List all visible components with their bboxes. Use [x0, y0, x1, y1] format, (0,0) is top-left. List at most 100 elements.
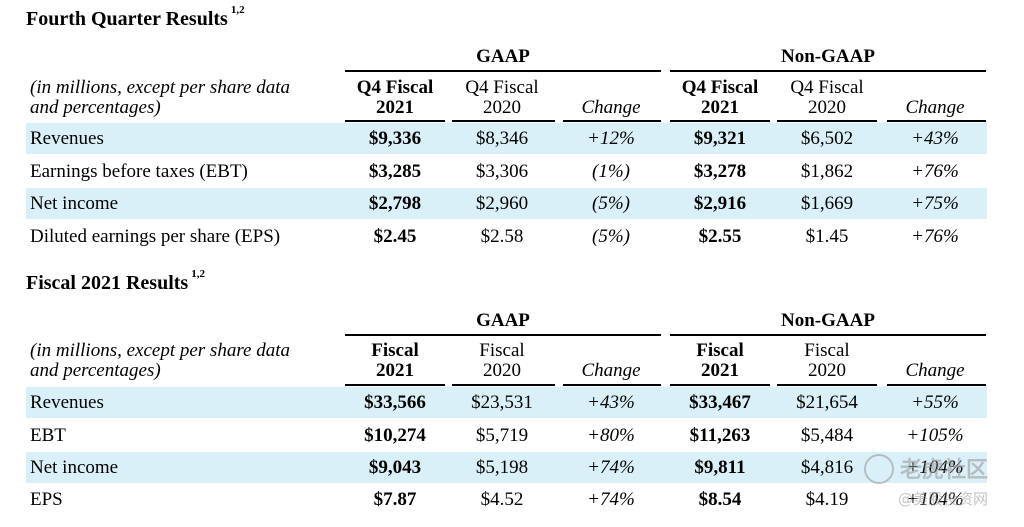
- fy-section-title: Fiscal 2021 Results 1,2: [26, 268, 205, 295]
- fy-col-gaap-prior: Fiscal 2020: [452, 341, 552, 381]
- fy-col-rule: [887, 384, 986, 386]
- q4-nongaap-header: Non-GAAP: [781, 46, 875, 67]
- q4-row-band: [26, 123, 987, 154]
- q4-col-gaap-current-l1: Q4 Fiscal: [356, 77, 434, 98]
- fy-gaap-rule: [345, 334, 661, 336]
- fy-title-footnote: 1,2: [191, 268, 205, 280]
- table-cell: +75%: [911, 193, 959, 214]
- fy-row-band: [26, 452, 987, 483]
- table-cell: +43%: [911, 128, 959, 149]
- q4-col-gaap-current: Q4 Fiscal 2021: [345, 78, 445, 118]
- watermark-logo-icon: [864, 454, 894, 484]
- table-cell: $3,306: [475, 161, 529, 182]
- table-cell: $8.54: [698, 489, 742, 510]
- table-cell: +55%: [911, 392, 959, 413]
- table-cell: $7.87: [373, 489, 417, 510]
- table-cell: +105%: [906, 425, 964, 446]
- table-cell: +74%: [587, 457, 635, 478]
- fy-col-rule: [452, 384, 555, 386]
- table-cell: $2,916: [693, 193, 747, 214]
- table-cell: +43%: [587, 392, 635, 413]
- fy-col-nongaap-change: Change: [905, 360, 965, 381]
- table-row-label: Diluted earnings per share (EPS): [30, 226, 281, 247]
- table-cell: $8,346: [475, 128, 529, 149]
- q4-col-gaap-change: Change: [581, 97, 641, 118]
- fy-col-rule: [345, 384, 445, 386]
- q4-nongaap-rule: [670, 70, 986, 72]
- table-cell: $2.55: [698, 226, 742, 247]
- fy-col-nongaap-current-l2: 2021: [701, 360, 739, 381]
- fy-description-line2: and percentages): [30, 360, 161, 381]
- table-cell: +12%: [587, 128, 635, 149]
- q4-description-line1: (in millions, except per share data: [30, 77, 290, 98]
- table-cell: $4.52: [480, 489, 524, 510]
- q4-col-rule: [345, 120, 445, 122]
- fy-row-band: [26, 387, 987, 418]
- table-cell: +104%: [906, 489, 964, 510]
- q4-col-rule: [887, 120, 986, 122]
- table-row-label: Revenues: [30, 128, 104, 149]
- table-cell: $6,502: [800, 128, 854, 149]
- fy-nongaap-rule: [670, 334, 986, 336]
- table-cell: $4,816: [800, 457, 854, 478]
- table-cell: $2.45: [373, 226, 417, 247]
- q4-col-nongaap-prior-l2: 2020: [808, 97, 846, 118]
- q4-col-nongaap-change: Change: [905, 97, 965, 118]
- table-cell: $33,566: [364, 392, 426, 413]
- watermark-sub-text: @美股投资网: [898, 490, 989, 508]
- table-row-label: EBT: [30, 425, 66, 446]
- table-cell: $9,336: [368, 128, 422, 149]
- table-cell: $9,811: [694, 457, 746, 478]
- fy-col-gaap-current-l1: Fiscal: [371, 340, 419, 361]
- table-cell: +104%: [906, 457, 964, 478]
- q4-gaap-rule: [345, 70, 661, 72]
- table-cell: $21,654: [796, 392, 858, 413]
- table-cell: +80%: [587, 425, 635, 446]
- fy-col-rule: [670, 384, 770, 386]
- table-row-label: Net income: [30, 193, 119, 214]
- table-row-label: Revenues: [30, 392, 104, 413]
- fy-description-line1: (in millions, except per share data: [30, 340, 290, 361]
- watermark-main-text: 老虎社区: [900, 458, 989, 483]
- table-cell: (5%): [592, 193, 630, 214]
- fy-description: (in millions, except per share data and …: [30, 341, 290, 381]
- table-cell: $4.19: [805, 489, 849, 510]
- q4-description-line2: and percentages): [30, 97, 161, 118]
- table-cell: $2,960: [475, 193, 529, 214]
- q4-col-nongaap-prior-l1: Q4 Fiscal: [790, 77, 864, 98]
- table-cell: $2,798: [368, 193, 422, 214]
- q4-gaap-header: GAAP: [476, 46, 530, 67]
- table-cell: $5,198: [475, 457, 529, 478]
- fy-col-gaap-prior-l2: 2020: [483, 360, 521, 381]
- table-row-label: Net income: [30, 457, 119, 478]
- fy-col-gaap-current: Fiscal 2021: [345, 341, 445, 381]
- q4-col-rule: [563, 120, 661, 122]
- table-cell: (1%): [592, 161, 630, 182]
- q4-col-nongaap-current-l2: 2021: [701, 97, 739, 118]
- table-cell: $10,274: [364, 425, 426, 446]
- table-cell: $1,669: [800, 193, 854, 214]
- table-cell: $23,531: [471, 392, 533, 413]
- table-row-label: Earnings before taxes (EBT): [30, 161, 248, 182]
- fy-col-nongaap-prior: Fiscal 2020: [777, 341, 877, 381]
- table-cell: $5,484: [800, 425, 854, 446]
- table-cell: $3,278: [693, 161, 747, 182]
- q4-col-rule: [452, 120, 555, 122]
- q4-title-footnote: 1,2: [230, 4, 245, 16]
- fy-col-nongaap-current-l1: Fiscal: [696, 340, 744, 361]
- table-cell: +74%: [587, 489, 635, 510]
- q4-section-title: Fourth Quarter Results 1,2: [26, 4, 245, 31]
- q4-col-nongaap-prior: Q4 Fiscal 2020: [777, 78, 877, 118]
- fy-col-nongaap-current: Fiscal 2021: [670, 341, 770, 381]
- fy-col-gaap-prior-l1: Fiscal: [479, 340, 525, 361]
- table-cell: $11,263: [689, 425, 751, 446]
- q4-col-rule: [777, 120, 877, 122]
- q4-col-gaap-prior-l1: Q4 Fiscal: [465, 77, 539, 98]
- fy-gaap-header: GAAP: [476, 310, 530, 331]
- q4-description: (in millions, except per share data and …: [30, 78, 290, 118]
- table-cell: $33,467: [689, 392, 751, 413]
- q4-col-rule: [670, 120, 770, 122]
- fy-col-nongaap-prior-l2: 2020: [808, 360, 846, 381]
- table-cell: $5,719: [475, 425, 529, 446]
- table-cell: $9,321: [693, 128, 747, 149]
